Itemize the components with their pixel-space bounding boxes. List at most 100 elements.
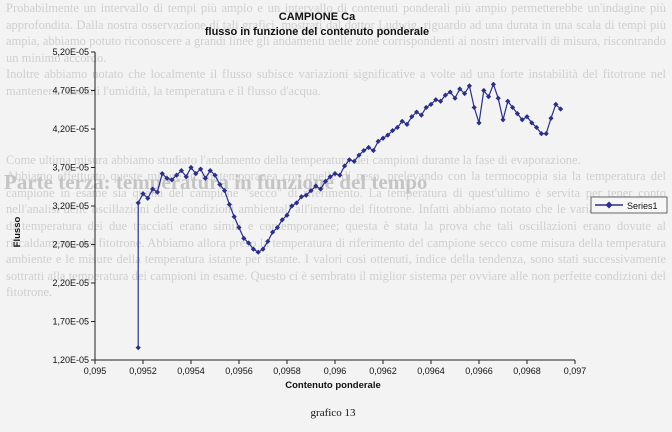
data-point [447, 89, 453, 95]
data-point [356, 152, 362, 158]
data-point [351, 158, 357, 164]
y-axis-ticks: 1,20E-05 1,70E-05 2,20E-05 2,70E-05 3,20E-05… [52, 47, 95, 365]
x-tick-label: 0,0952 [129, 366, 157, 376]
data-point [164, 175, 170, 181]
data-point [418, 112, 424, 118]
data-point [529, 120, 535, 126]
data-point [414, 109, 420, 115]
data-point [505, 98, 511, 104]
data-point [188, 164, 194, 171]
data-point [514, 111, 520, 117]
x-tick-label: 0,0956 [225, 366, 253, 376]
data-point [298, 194, 304, 200]
data-point [318, 186, 324, 192]
data-point [399, 118, 405, 124]
data-point [294, 200, 300, 206]
data-point [198, 166, 204, 172]
legend: Series1 [590, 196, 668, 214]
x-tick-label: 0,0964 [417, 366, 445, 376]
data-point [222, 188, 228, 194]
y-tick-label: 2,20E-05 [52, 278, 89, 288]
figure-caption: grafico 13 [311, 407, 356, 419]
x-tick-label: 0,0954 [177, 366, 205, 376]
data-point [174, 172, 180, 178]
data-point [524, 114, 530, 120]
data-point [361, 147, 367, 154]
x-axis-ticks: 0,095 0,0952 0,0954 0,0956 0,0958 0,096 0,0962… [84, 360, 587, 376]
y-tick-label: 3,70E-05 [52, 163, 89, 173]
data-point [380, 135, 386, 141]
y-tick-label: 1,20E-05 [52, 355, 89, 365]
data-point [159, 171, 165, 177]
data-point [265, 238, 271, 245]
legend-box [590, 196, 668, 214]
data-point [442, 92, 448, 98]
data-point [145, 195, 151, 201]
data-point [409, 114, 415, 120]
data-point [303, 192, 309, 198]
data-point [490, 81, 496, 87]
data-point [433, 97, 439, 103]
data-point [322, 178, 328, 184]
data-point [279, 217, 285, 223]
data-point [481, 87, 487, 94]
data-point [438, 98, 444, 104]
data-point [202, 175, 208, 181]
y-tick-label: 2,70E-05 [52, 240, 89, 250]
data-point [510, 104, 516, 111]
data-point [553, 101, 559, 107]
data-point [250, 246, 256, 252]
data-point [366, 144, 372, 151]
data-point [462, 90, 468, 97]
data-point [169, 177, 175, 183]
data-point [428, 101, 434, 107]
data-point [289, 203, 295, 209]
data-point [135, 200, 141, 206]
data-point [178, 167, 184, 174]
y-tick-label: 3,20E-05 [52, 201, 89, 211]
data-point [260, 246, 266, 252]
data-point [231, 214, 237, 220]
background-paragraph: Inoltre abbiamo notato che localmente il… [6, 67, 666, 98]
data-point [370, 147, 376, 154]
data-point [385, 132, 391, 138]
data-point [452, 95, 458, 101]
data-point [404, 121, 410, 127]
data-point [476, 120, 482, 126]
data-point [135, 345, 141, 351]
data-point [548, 115, 554, 121]
x-tick-label: 0,0968 [513, 366, 541, 376]
data-point [154, 189, 160, 195]
y-tick-label: 1,70E-05 [52, 317, 89, 327]
data-point [246, 240, 252, 246]
data-point [375, 138, 381, 144]
legend-label: Series1 [627, 201, 658, 211]
data-point [270, 229, 276, 235]
x-tick-label: 0,0962 [369, 366, 397, 376]
x-tick-label: 0,096 [324, 366, 347, 376]
series-line [137, 82, 562, 348]
data-point [495, 95, 501, 101]
data-point [390, 127, 396, 134]
data-point [346, 157, 352, 163]
data-point [457, 86, 463, 92]
series-group [135, 81, 564, 351]
data-point [255, 249, 261, 255]
data-point [284, 212, 290, 218]
data-point [538, 131, 544, 137]
x-tick-label: 0,095 [84, 366, 107, 376]
data-point [226, 201, 232, 208]
x-tick-label: 0,097 [564, 366, 587, 376]
data-point [193, 171, 199, 177]
chart-title: CAMPIONE Ca [279, 11, 356, 23]
background-paragraph: Probabilmente un intervallo di tempi più… [6, 1, 666, 65]
y-axis-label: Flusso [12, 217, 23, 248]
y-tick-label: 4,20E-05 [52, 124, 89, 134]
data-point [423, 104, 429, 111]
data-point [471, 104, 477, 111]
data-point [212, 172, 218, 178]
x-tick-label: 0,0958 [273, 366, 301, 376]
data-point [500, 117, 506, 123]
